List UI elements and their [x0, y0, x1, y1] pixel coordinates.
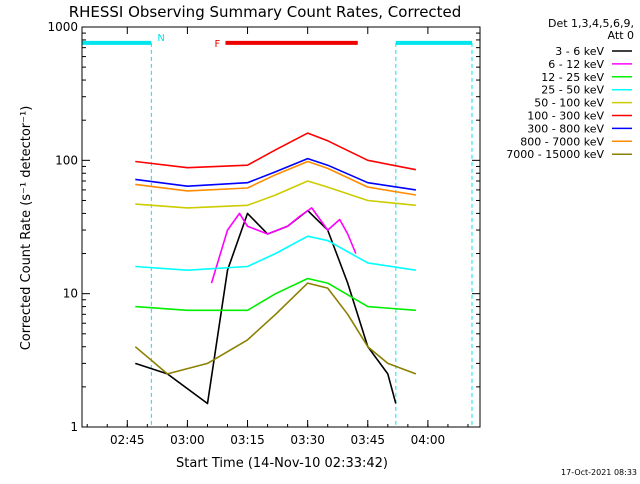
plot-frame	[81, 26, 481, 428]
x-axis-label: Start Time (14-Nov-10 02:33:42)	[176, 456, 388, 471]
marker-label-N: N	[157, 33, 164, 44]
series-line-5	[135, 132, 417, 171]
plot-area: NF	[82, 33, 473, 427]
y-tick-label: 1000	[47, 20, 78, 34]
legend-header-detectors: Det 1,3,4,5,6,9,	[548, 17, 634, 30]
x-tick-label: 02:45	[110, 433, 145, 447]
x-tick-label: 03:30	[290, 433, 325, 447]
series-line-4	[135, 180, 416, 209]
timestamp: 17-Oct-2021 08:33	[561, 468, 637, 477]
x-tick-label: 04:00	[411, 433, 446, 447]
legend-entry-label: 12 - 25 keV	[541, 71, 604, 84]
y-tick-label: 100	[55, 153, 78, 167]
x-tick-label: 03:45	[350, 433, 385, 447]
legend-entry-label: 800 - 7000 keV	[520, 135, 604, 148]
legend-header-attenuator: Att 0	[608, 29, 634, 42]
series-line-2	[135, 277, 416, 312]
legend-entry-label: 25 - 50 keV	[541, 84, 604, 97]
marker-label-F: F	[214, 39, 220, 50]
series-line-1	[210, 207, 357, 284]
legend-entry-label: 6 - 12 keV	[548, 58, 604, 71]
series-line-3	[135, 235, 417, 272]
legend-entry-label: 50 - 100 keV	[534, 97, 604, 110]
y-axis-label: Corrected Count Rate (s⁻¹ detector⁻¹)	[19, 106, 34, 351]
series-line-7	[135, 160, 417, 196]
axes: 02:45 03:00 03:15 03:30 03:45 04:00 1 10 100 1000	[47, 20, 481, 447]
legend-entry-label: 7000 - 15000 keV	[506, 148, 604, 161]
x-tick-label: 03:00	[170, 433, 205, 447]
legend-entry-label: 100 - 300 keV	[527, 110, 604, 123]
series-line-6	[135, 157, 417, 191]
legend-entry-label: 3 - 6 keV	[555, 45, 604, 58]
y-tick-label: 1	[70, 420, 78, 434]
y-tick-label: 10	[63, 287, 78, 301]
legend-entry-label: 300 - 800 keV	[527, 122, 604, 135]
series-line-0	[135, 209, 397, 405]
x-tick-label: 03:15	[230, 433, 265, 447]
series-line-8	[134, 282, 417, 375]
chart-title: RHESSI Observing Summary Count Rates, Co…	[69, 3, 462, 21]
